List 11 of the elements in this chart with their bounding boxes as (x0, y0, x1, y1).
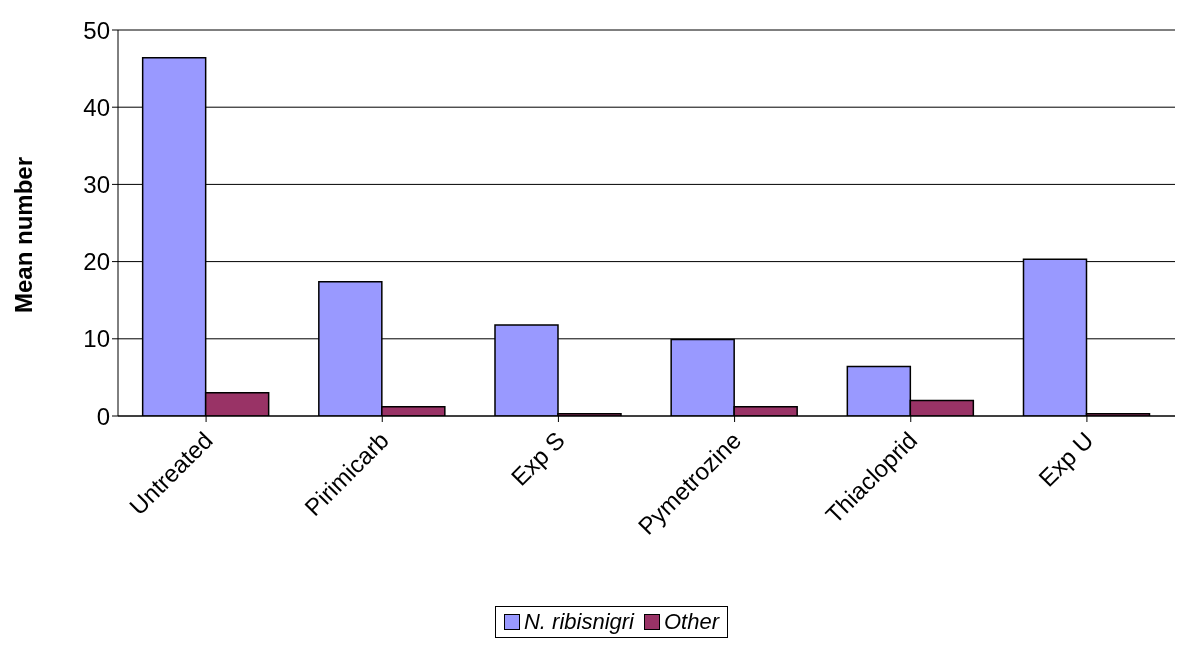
y-tick-label: 10 (83, 325, 110, 353)
legend-label: N. ribisnigri (522, 609, 634, 635)
y-tick-label: 50 (83, 16, 110, 44)
x-tick-label: Exp S (505, 426, 570, 491)
y-axis-title: Mean number (9, 156, 37, 313)
x-tick-label: Exp U (1033, 426, 1099, 492)
legend-label: Other (663, 609, 720, 635)
y-tick-label: 0 (96, 402, 110, 430)
y-tick-label: 40 (83, 93, 110, 121)
y-tick-label: 20 (83, 248, 110, 276)
y-tick-label: 30 (83, 170, 110, 198)
